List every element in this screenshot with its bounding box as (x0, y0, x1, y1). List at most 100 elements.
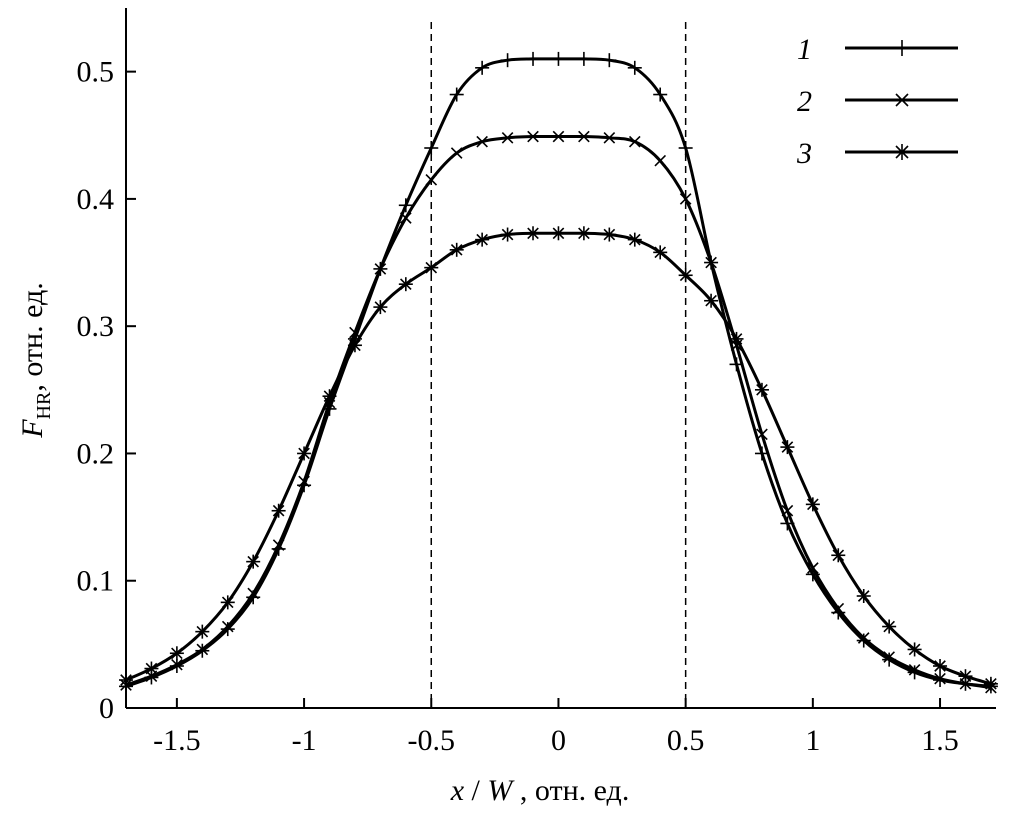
legend: 1 2 3 (796, 33, 958, 170)
data-point-marker (627, 232, 642, 247)
x-tick-label: -1 (292, 724, 317, 757)
marker-stroke (171, 658, 183, 671)
marker-stroke (298, 475, 310, 488)
data-point-marker (983, 676, 998, 691)
data-point-marker (781, 504, 794, 517)
x-axis-label-sep: / (464, 774, 487, 807)
data-point-marker (526, 226, 541, 241)
data-point-marker (628, 135, 641, 148)
marker-stroke (908, 664, 921, 676)
x-tick-label: -1.5 (153, 724, 201, 757)
x-axis-label-var2: W (487, 774, 515, 807)
x-tick-label: -0.5 (408, 724, 456, 757)
plot-area (119, 22, 998, 708)
legend-label-2: 2 (797, 85, 812, 118)
marker-stroke (857, 590, 870, 602)
data-point-marker (654, 154, 667, 167)
series-line-3 (125, 231, 992, 686)
y-axis-label-var: F (16, 419, 49, 439)
marker-stroke (501, 132, 514, 144)
marker-stroke (476, 233, 488, 246)
data-point-marker (298, 475, 310, 488)
data-point-marker (602, 53, 617, 68)
marker-stroke (654, 246, 667, 259)
data-point-marker (780, 440, 795, 455)
data-point-marker (552, 130, 565, 143)
marker-stroke (349, 326, 361, 339)
marker-stroke (857, 632, 870, 644)
data-point-marker (627, 60, 642, 75)
data-point-marker (894, 144, 910, 160)
data-point-marker (551, 226, 566, 241)
marker-stroke (705, 256, 717, 269)
marker-stroke (934, 660, 946, 672)
marker-stroke (450, 147, 463, 159)
data-point-marker (246, 554, 261, 569)
x-axis-label-var: x (450, 774, 465, 807)
marker-stroke (400, 278, 412, 290)
y-axis-label-unit: , отн. ед. (16, 282, 49, 391)
marker-stroke (705, 294, 717, 307)
marker-stroke (756, 428, 768, 441)
data-point-marker (171, 658, 183, 671)
marker-stroke (501, 228, 514, 241)
y-tick-label: 0.3 (77, 310, 115, 343)
axes: -1.5 -1 -0.5 0 0.5 1 1.5 0 0.1 0.2 0.3 0.4 0.5 (77, 8, 996, 757)
marker-stroke (578, 130, 590, 143)
marker-stroke (628, 135, 641, 148)
data-point-marker (500, 53, 515, 68)
data-point-marker (322, 389, 337, 404)
marker-stroke (247, 587, 260, 600)
marker-stroke (603, 228, 616, 241)
data-point-marker (398, 198, 413, 213)
data-point-marker (679, 193, 692, 205)
marker-stroke (552, 227, 565, 240)
data-point-marker (908, 664, 921, 676)
data-point-marker (805, 497, 820, 512)
data-point-marker (831, 548, 846, 563)
marker-stroke (628, 233, 641, 246)
marker-stroke (527, 130, 539, 143)
data-point-marker (449, 87, 464, 102)
y-axis-label: FHR, отн. ед. (16, 282, 55, 439)
data-point-marker (895, 93, 909, 107)
x-tick-label: 1.5 (921, 724, 959, 757)
data-point-marker (347, 338, 362, 353)
data-point-marker (754, 382, 769, 397)
data-point-marker (247, 587, 260, 600)
marker-stroke (527, 227, 539, 240)
marker-stroke (781, 441, 794, 453)
data-point-marker (449, 242, 464, 257)
data-point-marker (500, 227, 515, 242)
data-point-marker (144, 661, 159, 676)
marker-stroke (374, 301, 387, 313)
x-tick-label: 0 (551, 724, 566, 757)
x-tick-label: 0.5 (667, 724, 705, 757)
data-point-marker (705, 256, 717, 269)
data-point-marker (602, 227, 617, 242)
data-point-marker (958, 669, 973, 684)
data-point-marker (894, 40, 910, 56)
marker-stroke (883, 620, 895, 633)
marker-stroke (832, 602, 845, 615)
data-point-marker (475, 232, 490, 247)
data-point-marker (526, 51, 541, 66)
marker-stroke (832, 549, 845, 562)
marker-stroke (807, 562, 819, 574)
y-tick-label: 0 (99, 692, 114, 725)
marker-stroke (679, 269, 692, 282)
y-tick-label: 0.1 (77, 565, 115, 598)
marker-stroke (934, 672, 946, 685)
marker-stroke (679, 193, 692, 205)
marker-stroke (756, 384, 768, 396)
data-point-marker (374, 263, 387, 275)
marker-stroke (908, 643, 921, 656)
marker-stroke (450, 244, 463, 256)
marker-stroke (959, 670, 972, 682)
marker-stroke (883, 651, 895, 663)
marker-stroke (654, 154, 667, 167)
data-point-marker (195, 624, 210, 639)
data-point-marker (883, 651, 895, 663)
marker-stroke (730, 333, 743, 345)
